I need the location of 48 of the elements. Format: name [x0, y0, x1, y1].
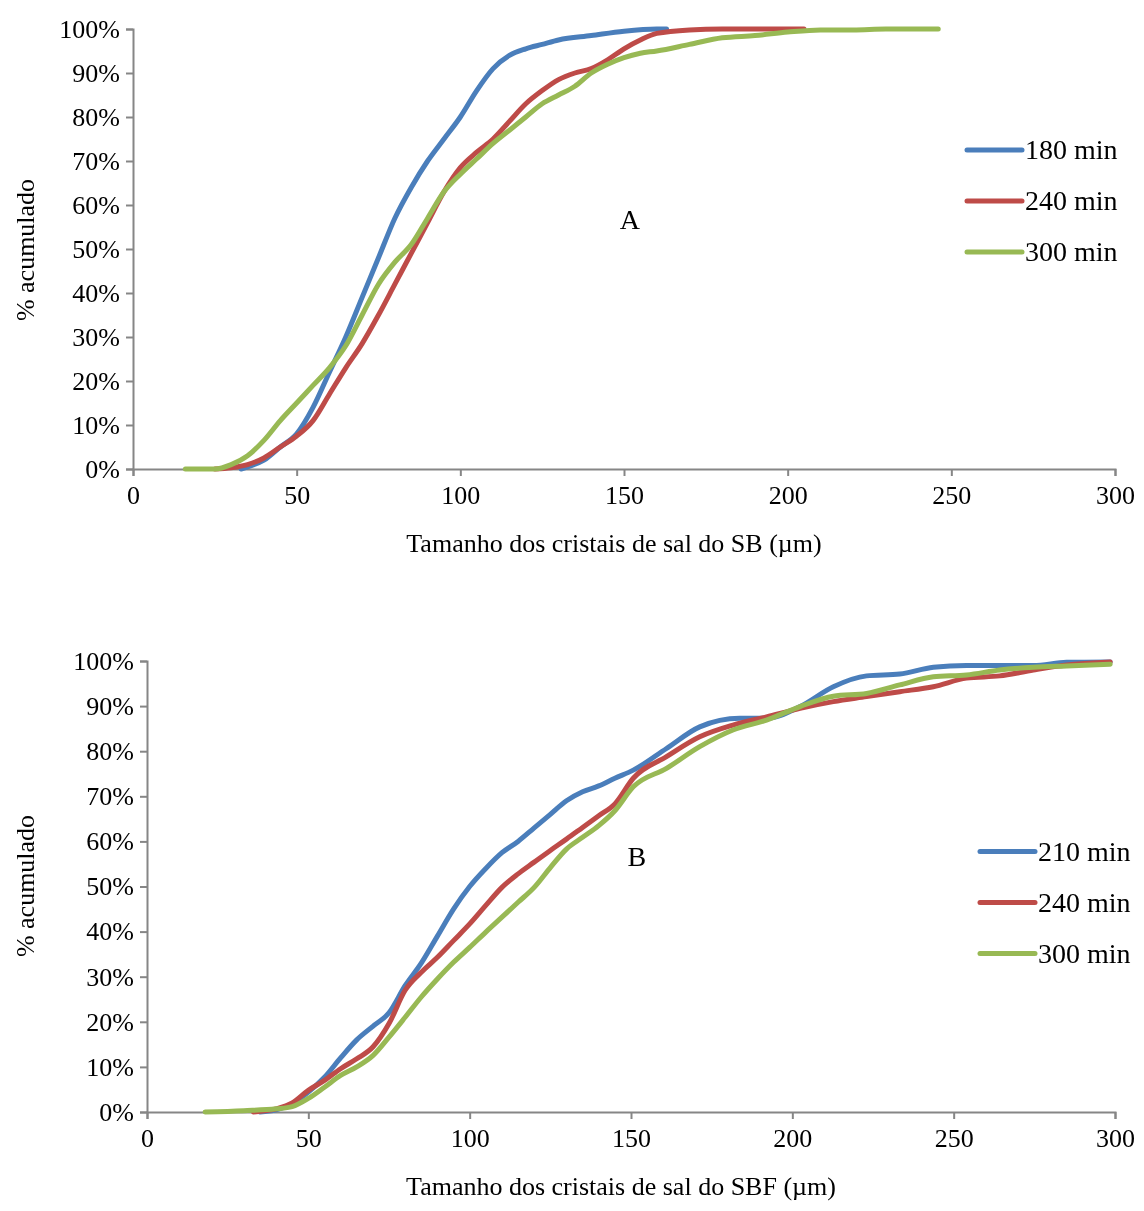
y-tick-label: 90%	[86, 691, 134, 721]
x-tick-label: 200	[768, 481, 808, 511]
x-tick-label: 0	[127, 481, 140, 511]
legend-label: 300 min	[1025, 236, 1118, 267]
y-tick-label: 40%	[72, 278, 120, 308]
y-tick-label: 50%	[72, 234, 120, 264]
y-tick-label: 80%	[72, 102, 120, 132]
y-tick-label: 20%	[86, 1007, 134, 1037]
legend-label: 180 min	[1025, 134, 1118, 165]
x-tick-label: 250	[932, 481, 972, 511]
y-tick-label: 0%	[99, 1097, 134, 1127]
y-tick-label: 20%	[72, 366, 120, 396]
annotation: A	[619, 204, 641, 236]
x-tick-label: 50	[295, 1124, 322, 1154]
x-tick-label: 50	[284, 481, 311, 511]
y-axis-title: % acumulado	[11, 178, 40, 322]
y-tick-label: 40%	[86, 917, 134, 947]
x-tick-label: 100	[450, 1124, 490, 1154]
legend-label: 240 min	[1038, 886, 1131, 918]
legend-label: 300 min	[1038, 937, 1131, 969]
y-tick-label: 60%	[72, 190, 120, 220]
x-tick-label: 300	[1096, 481, 1135, 511]
y-tick-label: 60%	[86, 827, 134, 857]
x-tick-label: 300	[1096, 1124, 1135, 1154]
annotation: B	[627, 841, 647, 873]
y-tick-label: 0%	[85, 454, 120, 484]
x-tick-label: 150	[605, 481, 644, 511]
y-tick-label: 70%	[72, 146, 120, 176]
y-tick-label: 100%	[59, 14, 120, 44]
y-tick-label: 90%	[72, 58, 120, 88]
x-tick-label: 100	[441, 481, 481, 511]
legend-label: 240 min	[1025, 185, 1118, 216]
y-tick-label: 50%	[86, 872, 134, 902]
y-axis-title: % acumulado	[11, 814, 40, 958]
x-tick-label: 150	[612, 1124, 651, 1154]
y-tick-label: 30%	[86, 962, 134, 992]
x-axis-title: Tamanho dos cristais de sal do SBF (µm)	[406, 1172, 836, 1201]
y-tick-label: 10%	[86, 1052, 134, 1082]
legend-label: 210 min	[1038, 835, 1131, 867]
x-tick-label: 200	[773, 1124, 813, 1154]
y-tick-label: 30%	[72, 322, 120, 352]
y-tick-label: 70%	[86, 782, 134, 812]
y-tick-label: 100%	[73, 646, 134, 676]
x-tick-label: 0	[141, 1124, 154, 1154]
y-tick-label: 80%	[86, 737, 134, 767]
y-tick-label: 10%	[72, 410, 120, 440]
x-axis-title: Tamanho dos cristais de sal do SB (µm)	[406, 529, 822, 558]
x-tick-label: 250	[934, 1124, 974, 1154]
